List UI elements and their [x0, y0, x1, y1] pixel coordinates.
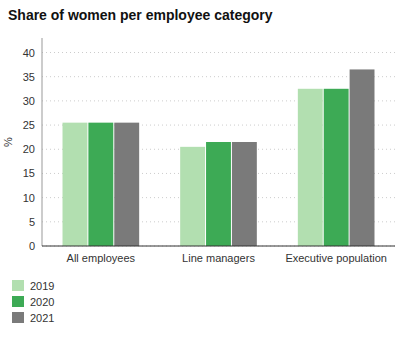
- chart-svg: Share of women per employee category% 0 5 1…: [0, 0, 405, 342]
- x-tick-label: All employees: [67, 252, 136, 264]
- x-ticks: All employees Line managers Executive popu…: [67, 252, 387, 264]
- legend-label: 2020: [30, 296, 54, 308]
- y-tick-label: 0: [29, 240, 35, 252]
- y-axis-label: %: [2, 137, 14, 147]
- grid-line: [42, 246, 395, 247]
- x-tick-label: Line managers: [182, 252, 255, 264]
- legend-swatch: [12, 296, 24, 307]
- bar: [298, 89, 323, 246]
- bars: [63, 69, 375, 246]
- y-tick-label: 15: [23, 167, 35, 179]
- legend-swatch: [12, 280, 24, 291]
- bar: [206, 142, 231, 246]
- bar: [180, 147, 205, 246]
- x-tick-label: Executive population: [285, 252, 387, 264]
- y-tick-label: 25: [23, 119, 35, 131]
- y-ticks: 0 5 10 15 20 25 30 35 40: [23, 47, 35, 252]
- chart-container: Share of women per employee category% 0 5 1…: [0, 0, 405, 342]
- grid-line: [42, 52, 395, 53]
- bar: [114, 123, 139, 246]
- y-tick-label: 35: [23, 71, 35, 83]
- legend-label: 2019: [30, 280, 54, 292]
- bar: [88, 123, 113, 246]
- y-tick-label: 40: [23, 47, 35, 59]
- y-tick-label: 10: [23, 192, 35, 204]
- legend-swatch: [12, 312, 24, 323]
- y-axis-line: [42, 38, 43, 246]
- legend: 2019 2020 2021: [12, 280, 54, 324]
- bar: [63, 123, 88, 246]
- grid-line: [42, 76, 395, 77]
- chart-title: Share of women per employee category: [8, 7, 273, 23]
- grid: [42, 53, 395, 246]
- x-axis-line: [42, 246, 395, 247]
- bar: [324, 89, 349, 246]
- y-tick-label: 20: [23, 143, 35, 155]
- bar: [232, 142, 257, 246]
- y-tick-label: 30: [23, 95, 35, 107]
- y-tick-label: 5: [29, 216, 35, 228]
- bar: [350, 69, 375, 246]
- legend-label: 2021: [30, 312, 54, 324]
